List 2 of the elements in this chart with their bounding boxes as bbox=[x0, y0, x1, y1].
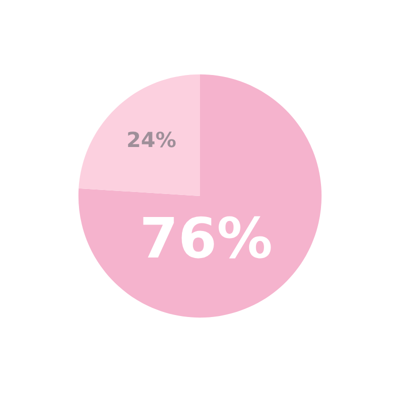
data-label: 76% bbox=[143, 216, 271, 258]
data-label: 24% bbox=[128, 132, 176, 148]
